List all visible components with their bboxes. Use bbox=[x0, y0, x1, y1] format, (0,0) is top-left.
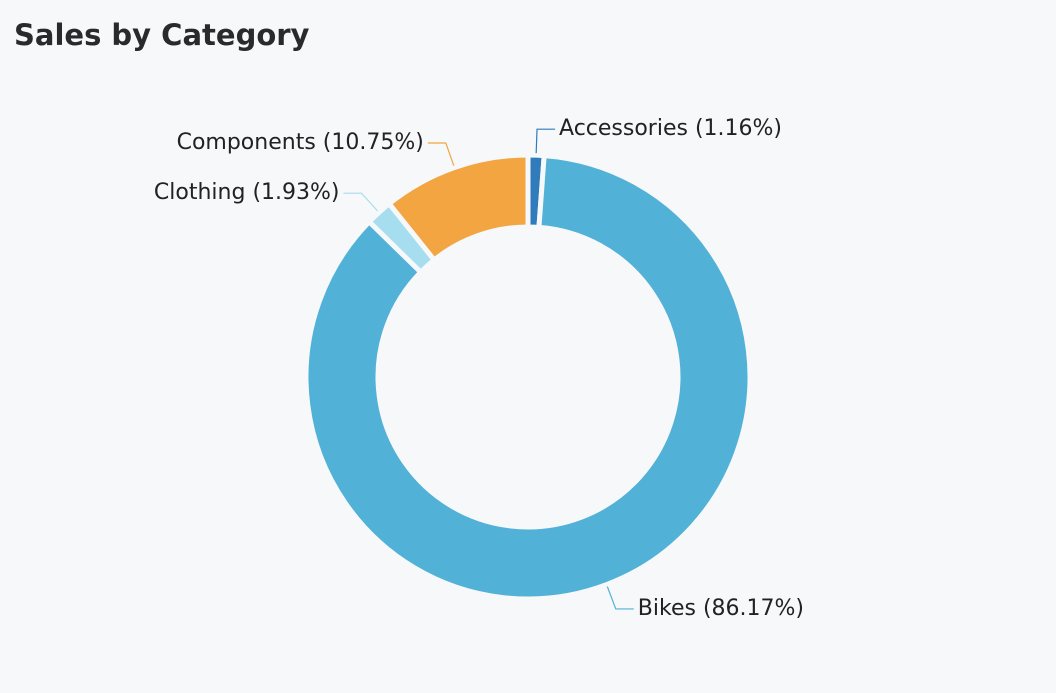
chart-title: Sales by Category bbox=[14, 18, 310, 52]
data-label: Clothing (1.93%) bbox=[154, 180, 340, 205]
slice bbox=[303, 152, 753, 602]
slice bbox=[385, 152, 531, 264]
leader-line bbox=[606, 586, 634, 610]
data-label: Accessories (1.16%) bbox=[559, 116, 782, 141]
data-label: Bikes (86.17%) bbox=[638, 596, 804, 621]
leader-line bbox=[535, 128, 556, 154]
leader-line bbox=[343, 192, 379, 212]
leader-line bbox=[427, 142, 455, 166]
data-label: Components (10.75%) bbox=[177, 130, 424, 155]
